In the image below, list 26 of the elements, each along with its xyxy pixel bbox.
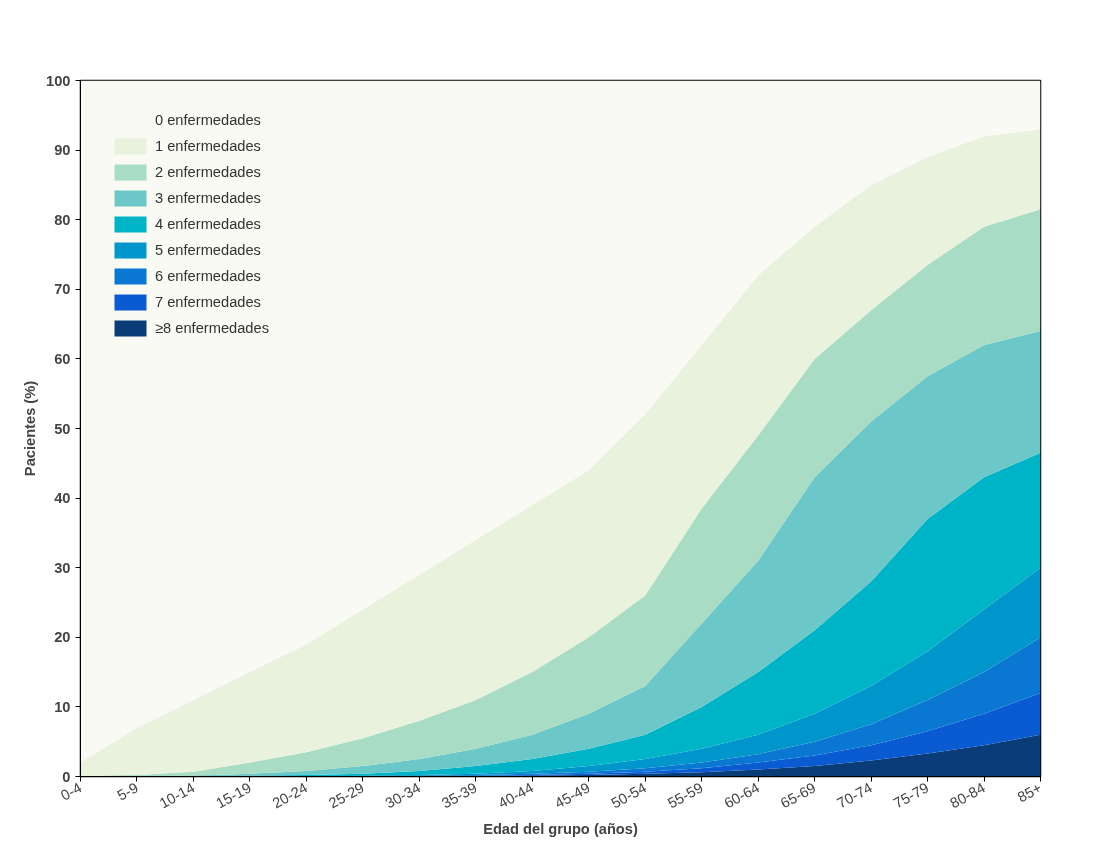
- y-tick-label: 10: [54, 698, 71, 715]
- y-axis-title: Pacientes (%): [22, 380, 39, 477]
- y-tick-label: 40: [54, 490, 71, 507]
- x-tick-label: 5-9: [114, 779, 141, 804]
- y-tick-label: 70: [54, 281, 71, 298]
- legend-label: ≥8 enfermedades: [155, 320, 269, 336]
- legend-label: 7 enfermedades: [155, 294, 261, 310]
- x-axis-title: Edad del grupo (años): [483, 821, 638, 838]
- series-label: 0 enfermedades: [155, 112, 261, 128]
- y-tick-label: 50: [54, 420, 71, 437]
- legend-label: 5 enfermedades: [155, 242, 261, 258]
- legend-label: 1 enfermedades: [155, 138, 261, 154]
- legend-label: 4 enfermedades: [155, 216, 261, 232]
- y-tick-label: 30: [54, 559, 71, 576]
- y-tick-label: 20: [54, 629, 71, 646]
- y-tick-label: 100: [46, 72, 71, 89]
- legend-label: 3 enfermedades: [155, 190, 261, 206]
- x-tick-label: 40-44: [495, 779, 537, 812]
- x-tick-label: 85+: [1014, 779, 1045, 806]
- x-tick-label: 45-49: [552, 779, 593, 812]
- y-tick-label: 80: [54, 211, 71, 228]
- y-tick-label: 0: [62, 768, 71, 785]
- legend-label: 2 enfermedades: [155, 164, 261, 180]
- y-tick-label: 90: [54, 142, 71, 159]
- legend-label: 6 enfermedades: [155, 268, 261, 284]
- y-tick-label: 60: [54, 350, 71, 367]
